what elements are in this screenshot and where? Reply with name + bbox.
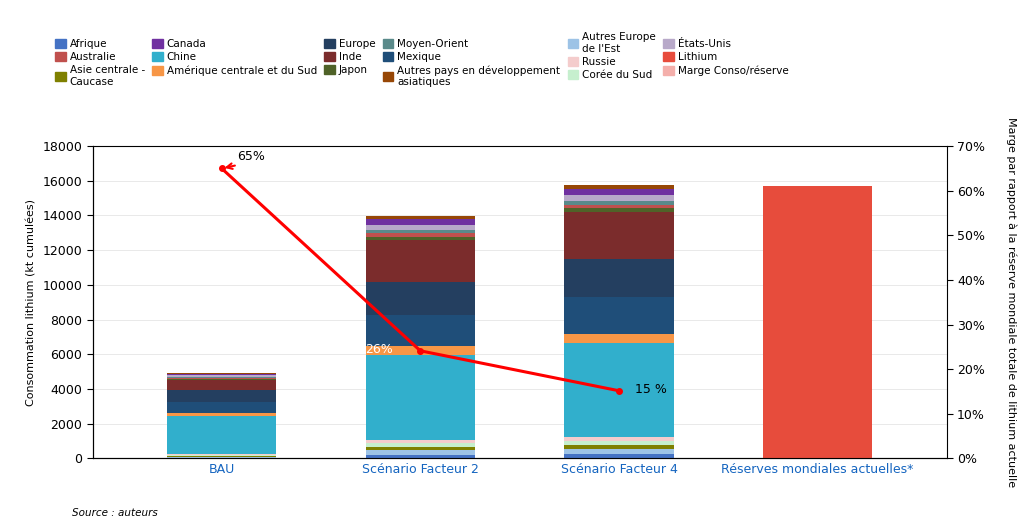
Bar [167, 456, 277, 457]
Bar [365, 315, 475, 346]
Bar [365, 219, 475, 225]
Bar [762, 186, 873, 458]
Bar [564, 334, 674, 343]
Bar [365, 240, 475, 282]
Bar [564, 185, 674, 189]
Y-axis label: Marge par rapport à la réserve mondiale totale de lithium actuelle: Marge par rapport à la réserve mondiale … [1006, 117, 1017, 487]
Text: 15 %: 15 % [635, 382, 667, 395]
Bar [564, 195, 674, 201]
Bar [167, 416, 277, 454]
Bar [167, 375, 277, 377]
Bar [564, 454, 674, 458]
Bar [564, 343, 674, 437]
Bar [564, 297, 674, 334]
Text: 26%: 26% [364, 343, 392, 355]
Bar [167, 380, 277, 390]
Bar [365, 450, 475, 455]
Bar [564, 212, 674, 259]
Bar [564, 189, 674, 195]
Text: 65%: 65% [238, 150, 265, 163]
Bar [365, 282, 475, 315]
Bar [564, 437, 674, 441]
Bar [365, 225, 475, 230]
Bar [167, 402, 277, 413]
Bar [167, 374, 277, 375]
Text: Source : auteurs: Source : auteurs [72, 508, 157, 518]
Bar [365, 216, 475, 219]
Bar [564, 445, 674, 449]
Bar [564, 205, 674, 208]
Bar [365, 355, 475, 440]
Bar [167, 390, 277, 402]
Bar [564, 259, 674, 297]
Bar [564, 449, 674, 454]
Bar [167, 413, 277, 416]
Bar [167, 377, 277, 378]
Legend: Afrique, Australie, Asie centrale -
Caucase, Canada, Chine, Amérique centrale et: Afrique, Australie, Asie centrale - Cauc… [56, 32, 788, 88]
Bar [167, 378, 277, 379]
Bar [564, 208, 674, 212]
Bar [564, 201, 674, 205]
Bar [365, 440, 475, 443]
Bar [365, 233, 475, 237]
Bar [167, 373, 277, 374]
Bar [167, 379, 277, 380]
Bar [365, 237, 475, 240]
Bar [365, 230, 475, 233]
Y-axis label: Consommation lithium (kt cumulées): Consommation lithium (kt cumulées) [27, 199, 37, 406]
Bar [365, 447, 475, 450]
Bar [365, 443, 475, 447]
Bar [167, 457, 277, 458]
Bar [167, 455, 277, 456]
Bar [564, 441, 674, 445]
Bar [167, 454, 277, 455]
Bar [365, 346, 475, 355]
Bar [365, 455, 475, 458]
